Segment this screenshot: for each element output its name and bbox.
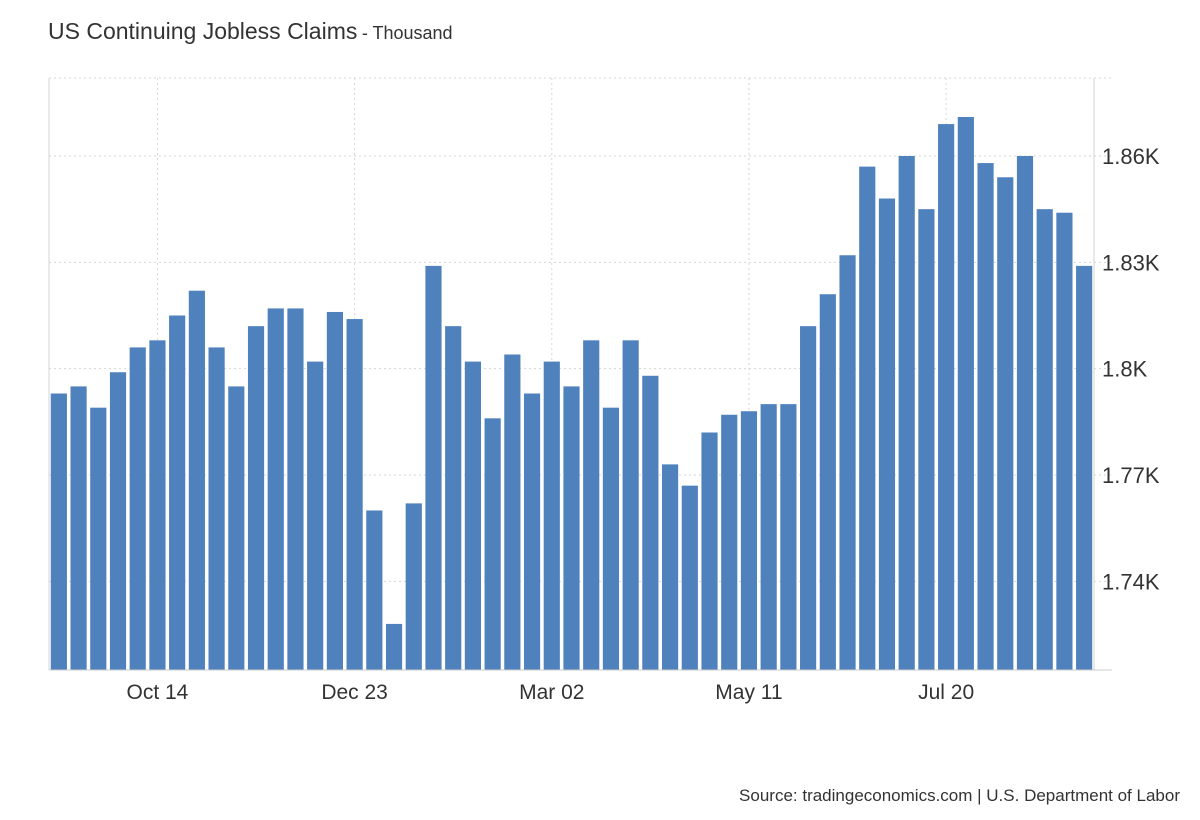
bar xyxy=(129,347,146,670)
bar xyxy=(681,485,698,670)
x-tick-label: Jul 20 xyxy=(918,681,974,704)
bar xyxy=(662,464,679,670)
bar xyxy=(267,308,284,670)
bar xyxy=(977,163,994,670)
bar xyxy=(385,623,403,670)
source-note: Source: tradingeconomics.com | U.S. Depa… xyxy=(739,786,1180,805)
bar xyxy=(523,393,541,670)
bar xyxy=(760,404,777,670)
bar xyxy=(464,361,481,670)
bar xyxy=(90,407,107,670)
bar xyxy=(366,510,383,670)
x-tick-label: Oct 14 xyxy=(127,681,189,704)
bar xyxy=(1056,212,1073,670)
bar xyxy=(208,347,225,670)
bar xyxy=(109,372,127,670)
bar xyxy=(583,340,600,670)
bar xyxy=(839,255,856,670)
bar xyxy=(918,209,935,670)
bar xyxy=(169,315,186,670)
chart-title: US Continuing Jobless Claims xyxy=(48,18,358,44)
bar xyxy=(1016,155,1034,670)
bar xyxy=(1076,265,1093,670)
y-tick-label: 1.77K xyxy=(1102,463,1160,488)
bar xyxy=(307,361,324,670)
bar xyxy=(149,340,166,670)
bar xyxy=(287,308,304,670)
bar xyxy=(780,404,797,670)
bar xyxy=(602,407,620,670)
bar xyxy=(543,361,560,670)
bar xyxy=(484,418,501,670)
y-tick-label: 1.83K xyxy=(1102,250,1160,275)
bar xyxy=(957,116,974,670)
bar xyxy=(800,326,817,670)
bar xyxy=(346,319,363,670)
bar xyxy=(819,294,836,670)
bar xyxy=(898,155,915,670)
bar xyxy=(228,386,245,670)
y-tick-label: 1.86K xyxy=(1102,144,1160,169)
bar xyxy=(405,503,422,670)
bar xyxy=(721,414,738,670)
bar xyxy=(1036,209,1053,670)
bar xyxy=(50,393,67,670)
bar xyxy=(642,375,659,670)
x-tick-label: May 11 xyxy=(715,681,782,704)
bar xyxy=(622,340,639,670)
bar xyxy=(997,177,1014,670)
bar xyxy=(563,386,580,670)
bar xyxy=(188,290,205,670)
y-tick-label: 1.74K xyxy=(1102,569,1160,594)
bar xyxy=(247,326,265,670)
y-tick-label: 1.8K xyxy=(1102,357,1148,382)
bar xyxy=(445,326,462,670)
bar xyxy=(878,198,896,670)
bar xyxy=(70,386,87,670)
bar xyxy=(504,354,521,670)
bar xyxy=(740,411,758,670)
chart-subtitle: - Thousand xyxy=(361,23,453,43)
bar xyxy=(701,432,718,670)
bar xyxy=(425,265,442,670)
bar xyxy=(938,124,955,670)
x-tick-label: Mar 02 xyxy=(519,681,584,704)
bar xyxy=(326,311,343,670)
x-tick-label: Dec 23 xyxy=(321,681,388,704)
chart-title-row: US Continuing Jobless Claims - Thousand xyxy=(48,18,453,45)
bar xyxy=(859,166,876,671)
